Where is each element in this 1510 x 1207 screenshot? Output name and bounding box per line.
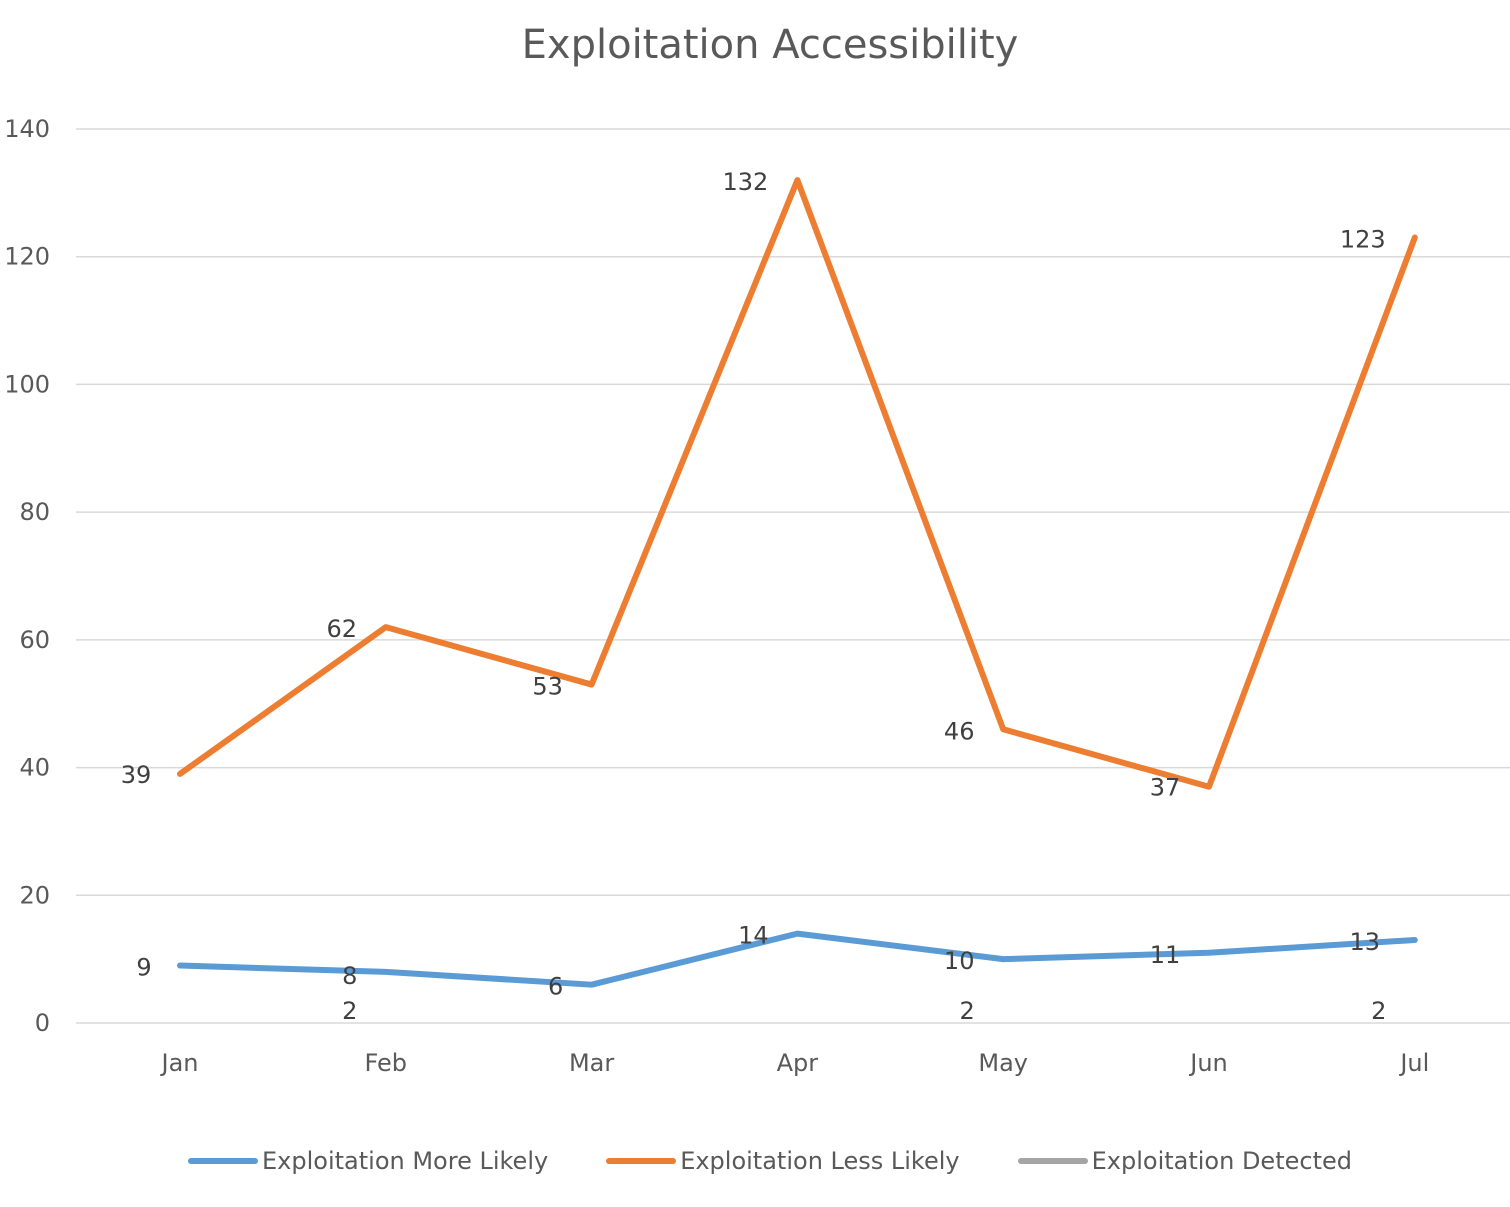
x-tick-label-jul: Jul — [1398, 1049, 1429, 1077]
data-label-exploitation-more-likely-apr: 14 — [738, 922, 769, 950]
series-line-exploitation-more-likely — [177, 930, 1418, 988]
series-lines — [177, 177, 1418, 988]
legend-item-less-likely: Exploitation Less Likely — [606, 1147, 960, 1175]
y-tick-label-40: 40 — [19, 754, 50, 782]
legend-swatch-detected — [1017, 1158, 1088, 1164]
data-label-exploitation-more-likely-feb: 8 — [342, 962, 357, 990]
legend-swatch-less-likely — [606, 1158, 677, 1164]
data-label-exploitation-more-likely-jul: 13 — [1350, 928, 1381, 956]
data-label-exploitation-more-likely-mar: 6 — [548, 973, 563, 1001]
legend-label-detected: Exploitation Detected — [1091, 1147, 1352, 1175]
legend-item-more-likely: Exploitation More Likely — [188, 1147, 548, 1175]
x-axis-ticks: Jan Feb Mar Apr May Jun Jul — [160, 1049, 1430, 1077]
x-tick-label-apr: Apr — [777, 1049, 819, 1077]
x-tick-label-may: May — [978, 1049, 1028, 1077]
y-tick-label-0: 0 — [35, 1009, 50, 1037]
data-label-exploitation-less-likely-mar: 53 — [532, 673, 563, 701]
legend-swatch-more-likely — [188, 1158, 258, 1164]
data-label-exploitation-less-likely-apr: 132 — [722, 168, 768, 196]
series-line-exploitation-less-likely — [177, 177, 1418, 790]
y-tick-label-60: 60 — [19, 626, 50, 654]
y-tick-label-140: 140 — [4, 115, 50, 143]
legend-item-detected: Exploitation Detected — [1017, 1147, 1352, 1175]
data-label-exploitation-less-likely-feb: 62 — [327, 615, 358, 643]
x-tick-label-mar: Mar — [569, 1049, 614, 1077]
y-axis-ticks: 0 20 40 60 80 100 120 140 — [4, 115, 50, 1037]
chart-title: Exploitation Accessibility — [521, 22, 1019, 68]
y-tick-label-20: 20 — [19, 881, 50, 909]
data-label-exploitation-detected-feb: 2 — [342, 997, 357, 1025]
gridlines — [76, 128, 1510, 1024]
data-label-exploitation-detected-may: 2 — [960, 997, 975, 1025]
legend-label-more-likely: Exploitation More Likely — [262, 1147, 549, 1175]
data-label-exploitation-less-likely-jul: 123 — [1340, 226, 1386, 254]
data-label-exploitation-less-likely-jun: 37 — [1150, 774, 1181, 802]
x-tick-label-feb: Feb — [365, 1049, 408, 1077]
y-tick-label-120: 120 — [4, 243, 50, 271]
data-label-exploitation-more-likely-may: 10 — [944, 947, 975, 975]
x-tick-label-jan: Jan — [160, 1049, 199, 1077]
data-label-exploitation-less-likely-jan: 39 — [121, 761, 152, 789]
y-tick-label-80: 80 — [19, 498, 50, 526]
legend-label-less-likely: Exploitation Less Likely — [680, 1147, 960, 1175]
legend: Exploitation More Likely Exploitation Le… — [0, 1147, 1510, 1175]
y-tick-label-100: 100 — [4, 370, 50, 398]
data-labels: 9 8 6 14 10 11 13 39 62 53 132 46 37 123 2 2 2 — [121, 168, 1387, 1025]
data-label-exploitation-more-likely-jan: 9 — [136, 954, 151, 982]
x-tick-label-jun: Jun — [1188, 1049, 1228, 1077]
data-label-exploitation-more-likely-jun: 11 — [1150, 941, 1181, 969]
data-label-exploitation-detected-jul: 2 — [1371, 997, 1386, 1025]
data-label-exploitation-less-likely-may: 46 — [944, 717, 975, 745]
